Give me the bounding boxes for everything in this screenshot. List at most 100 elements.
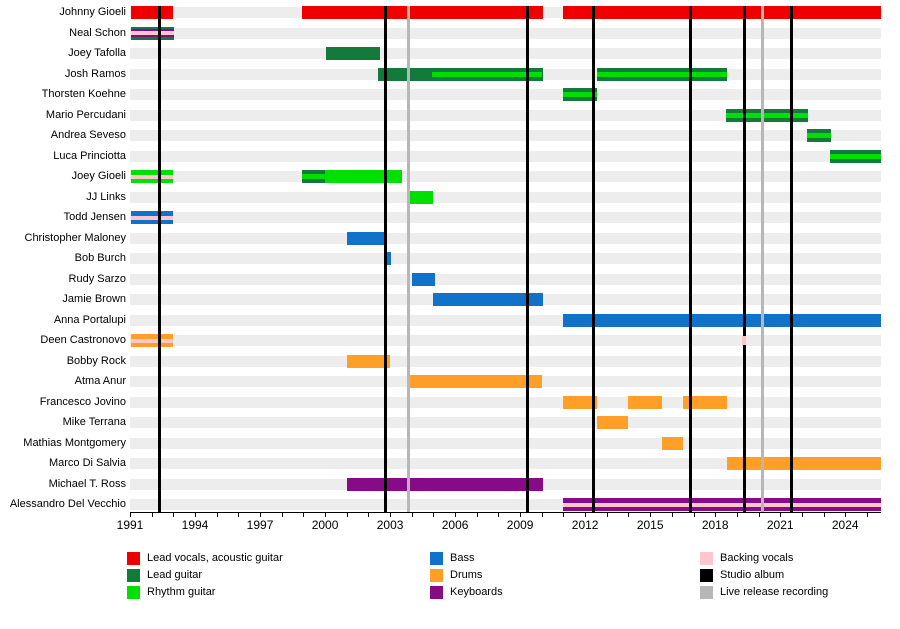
legend-swatch-bass (430, 552, 443, 565)
axis-year-label: 2003 (376, 518, 404, 532)
axis-year-label: 2015 (636, 518, 664, 532)
member-label: Todd Jensen (63, 211, 126, 224)
timeline-bar-lead_vocals (131, 6, 174, 19)
role-stripe-backing_vocals (131, 215, 174, 220)
member-label: Alessandro Del Vecchio (9, 498, 126, 511)
axis-tick (541, 512, 543, 517)
role-stripe-rhythm_guitar (563, 92, 598, 98)
member-label: Neal Schon (69, 26, 126, 39)
row-band (130, 109, 881, 121)
studio-album-line (157, 6, 161, 513)
member-label: Bob Burch (74, 252, 126, 265)
legend-swatch-keyboards (430, 586, 443, 599)
timeline-bar-drums (409, 375, 542, 389)
axis-tick (325, 512, 327, 517)
member-label: Josh Ramos (64, 67, 126, 80)
legend-label: Lead vocals, acoustic guitar (147, 552, 283, 564)
row-band (130, 417, 881, 429)
row-band (130, 89, 881, 101)
timeline-bar-lead_vocals (563, 6, 881, 19)
row-band (130, 212, 881, 224)
timeline-bar-keyboards (346, 477, 543, 491)
axis-tick (801, 512, 803, 517)
axis-year-label: 2009 (506, 518, 534, 532)
role-stripe-rhythm_guitar (807, 133, 832, 139)
row-band (130, 191, 881, 203)
backing-vocals-mark (742, 336, 746, 346)
timeline-bar-lead_guitar (326, 47, 381, 61)
member-label: Michael T. Ross (48, 477, 126, 490)
axis-tick (476, 512, 478, 517)
studio-album-line (384, 6, 388, 513)
studio-album-line (688, 6, 692, 513)
row-band (130, 499, 881, 511)
axis-tick (520, 512, 522, 517)
role-stripe-backing_vocals (131, 338, 174, 343)
axis-tick (780, 512, 782, 517)
axis-year-label: 1994 (181, 518, 209, 532)
live-release-line (761, 6, 765, 513)
axis-tick (151, 512, 153, 517)
role-stripe-rhythm_guitar (432, 71, 542, 77)
timeline-bar-drums (597, 416, 629, 430)
row-band (130, 150, 881, 162)
timeline-bar-rhythm_guitar (409, 190, 434, 204)
timeline-bar-drums (346, 354, 391, 368)
row-band (130, 437, 881, 449)
row-band (130, 48, 881, 60)
member-label: Mathias Montgomery (23, 436, 126, 449)
timeline-bar-bass (346, 231, 386, 245)
timeline-bar-lead_vocals (302, 6, 543, 19)
member-label: Luca Princiotta (53, 149, 126, 162)
legend-label: Bass (450, 552, 475, 564)
timeline-bar-bass (433, 293, 543, 307)
axis-tick (238, 512, 240, 517)
legend-swatch-drums (430, 569, 443, 582)
studio-album-line (526, 6, 530, 513)
row-band (130, 335, 881, 347)
axis-tick (195, 512, 197, 517)
member-label: Thorsten Koehne (41, 88, 126, 101)
row-band (130, 232, 881, 244)
timeline-bar-drums (682, 395, 728, 409)
legend-label: Live release recording (720, 586, 829, 598)
row-band (130, 130, 881, 142)
timeline-bar-bass (411, 272, 435, 286)
axis-tick (563, 512, 565, 517)
axis-tick (715, 512, 717, 517)
member-label: Mike Terrana (62, 416, 126, 429)
legend-label: Keyboards (450, 586, 503, 598)
member-label: Mario Percudani (45, 108, 126, 121)
axis-year-label: 1991 (116, 518, 144, 532)
member-label: Francesco Jovino (39, 395, 126, 408)
x-axis-line (130, 512, 881, 513)
timeline-bar-drums (662, 436, 683, 450)
timeline-bar-drums (727, 457, 881, 471)
axis-tick (845, 512, 847, 517)
axis-tick (260, 512, 262, 517)
legend-swatch-studio_album (700, 569, 713, 582)
member-label: Bobby Rock (66, 354, 126, 367)
studio-album-line (789, 6, 793, 513)
row-band (130, 355, 881, 367)
axis-tick (671, 512, 673, 517)
axis-tick (585, 512, 587, 517)
axis-year-label: 2024 (831, 518, 859, 532)
member-label: Rudy Sarzo (68, 272, 126, 285)
legend-label: Rhythm guitar (147, 586, 216, 598)
row-band (130, 27, 881, 39)
axis-year-label: 2000 (311, 518, 339, 532)
axis-tick (390, 512, 392, 517)
axis-tick (173, 512, 175, 517)
axis-tick (303, 512, 305, 517)
member-label: Anna Portalupi (53, 313, 126, 326)
role-stripe-rhythm_guitar (597, 71, 728, 77)
studio-album-line (592, 6, 596, 513)
axis-tick (216, 512, 218, 517)
studio-album-line (742, 6, 746, 513)
axis-year-label: 1997 (246, 518, 274, 532)
axis-tick (650, 512, 652, 517)
member-label: Atma Anur (74, 375, 126, 388)
axis-tick (130, 512, 131, 517)
